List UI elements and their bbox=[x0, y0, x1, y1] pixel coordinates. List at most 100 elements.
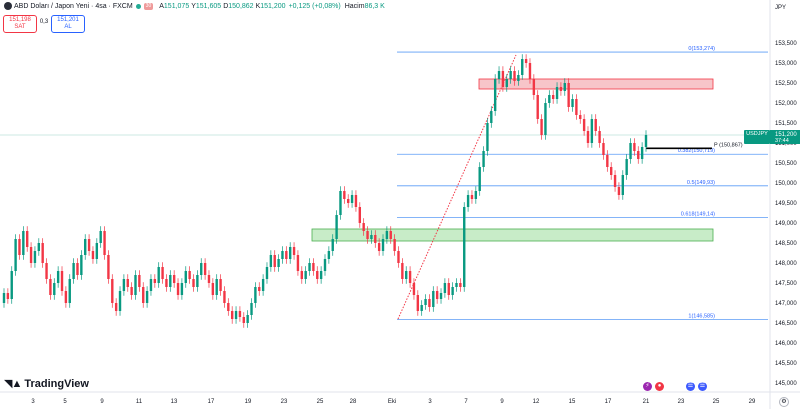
candle-body bbox=[505, 79, 508, 87]
x-tick-label: 21 bbox=[643, 399, 650, 405]
candle-body bbox=[486, 123, 489, 151]
y-tick-label: 147,000 bbox=[775, 301, 797, 307]
buy-label: AL bbox=[64, 24, 72, 30]
buy-button[interactable]: 151,201 AL bbox=[51, 15, 85, 33]
candle-body bbox=[254, 287, 257, 303]
candle-body bbox=[6, 293, 10, 299]
candle-body bbox=[594, 119, 597, 131]
candle-body bbox=[53, 283, 56, 295]
candle-body bbox=[246, 315, 249, 323]
candle-body bbox=[45, 263, 48, 279]
candle-body bbox=[265, 267, 269, 279]
candle-body bbox=[165, 279, 168, 287]
x-tick-label: 17 bbox=[605, 399, 612, 405]
y-tick-label: 153,000 bbox=[775, 61, 797, 67]
candle-body bbox=[459, 283, 462, 287]
candle-body bbox=[161, 267, 164, 279]
candle-body bbox=[582, 119, 586, 131]
candle-body bbox=[432, 291, 435, 307]
candle-body bbox=[405, 271, 408, 279]
us-flag-icon[interactable]: ☰ bbox=[698, 382, 707, 391]
candle-body bbox=[609, 167, 613, 175]
candle-body bbox=[288, 247, 292, 259]
candle-body bbox=[401, 263, 404, 279]
candle-body bbox=[192, 279, 195, 287]
y-tick-label: 150,500 bbox=[775, 161, 797, 167]
gear-icon[interactable]: ⚙ bbox=[779, 397, 789, 407]
candle-body bbox=[397, 251, 400, 263]
lightning-icon[interactable]: ⚡ bbox=[643, 382, 652, 391]
x-tick-label: 25 bbox=[317, 399, 324, 405]
candle-body bbox=[513, 71, 516, 81]
sell-label: SAT bbox=[14, 24, 26, 30]
candle-body bbox=[281, 251, 284, 259]
candle-body bbox=[637, 151, 640, 159]
symbol-title[interactable]: ABD Doları / Japon Yeni · 4sa · FXCM bbox=[14, 3, 133, 10]
support-zone bbox=[311, 228, 714, 242]
candle-body bbox=[153, 279, 157, 283]
candle-body bbox=[528, 63, 532, 79]
candle-body bbox=[385, 231, 389, 239]
candle-body bbox=[22, 231, 25, 255]
candle-body bbox=[354, 195, 358, 207]
candle-body bbox=[374, 235, 377, 243]
candle-body bbox=[138, 275, 141, 287]
candle-body bbox=[188, 271, 191, 279]
candle-body bbox=[227, 303, 230, 311]
candle-body bbox=[49, 279, 52, 295]
candle-body bbox=[316, 271, 319, 279]
candle-body bbox=[370, 235, 373, 239]
candle-body bbox=[14, 239, 17, 271]
trend-line bbox=[397, 54, 517, 320]
candle-body bbox=[292, 247, 296, 255]
earnings-icon[interactable]: ● bbox=[655, 382, 664, 391]
candle-body bbox=[606, 155, 609, 167]
candle-body bbox=[250, 303, 253, 315]
y-tick-label: 148,500 bbox=[775, 241, 797, 247]
x-tick-label: 19 bbox=[245, 399, 252, 405]
candle-body bbox=[470, 195, 474, 199]
candle-body bbox=[111, 279, 114, 303]
x-tick-label: 9 bbox=[100, 399, 104, 405]
candle-body bbox=[223, 291, 226, 303]
candle-body bbox=[416, 295, 420, 311]
candle-body bbox=[640, 147, 644, 159]
candle-body bbox=[261, 279, 265, 291]
candle-body bbox=[308, 263, 311, 271]
candle-body bbox=[466, 195, 470, 207]
candle-body bbox=[408, 271, 412, 283]
candle-body bbox=[544, 103, 547, 135]
candle-body bbox=[350, 195, 354, 203]
candle-body bbox=[80, 255, 83, 275]
us-flag-icon[interactable]: ☰ bbox=[686, 382, 695, 391]
candle-body bbox=[10, 271, 13, 299]
x-tick-label: 7 bbox=[464, 399, 468, 405]
x-tick-label: 12 bbox=[533, 399, 540, 405]
candle-body bbox=[633, 143, 636, 151]
x-tick-label: 11 bbox=[136, 399, 143, 405]
x-tick-label: 13 bbox=[171, 399, 178, 405]
candle-body bbox=[200, 263, 203, 275]
candle-body bbox=[68, 279, 71, 303]
candle-body bbox=[482, 151, 485, 167]
candle-body bbox=[509, 71, 512, 79]
candle-body bbox=[586, 131, 590, 143]
buy-price: 151,201 bbox=[57, 17, 79, 23]
candle-body bbox=[381, 239, 385, 251]
candle-body bbox=[157, 267, 160, 283]
candle-body bbox=[273, 255, 276, 267]
candle-body bbox=[29, 247, 33, 263]
tradingview-logo[interactable]: ◥▲ TradingView bbox=[4, 377, 89, 390]
y-tick-label: 147,500 bbox=[775, 281, 797, 287]
sell-price: 151,198 bbox=[9, 17, 31, 23]
candle-body bbox=[60, 271, 64, 291]
candle-body bbox=[285, 251, 288, 259]
candle-body bbox=[524, 59, 528, 63]
fib-level-label: 0.382(150,719) bbox=[678, 148, 715, 154]
candle-body bbox=[617, 187, 621, 195]
candle-body bbox=[590, 119, 594, 143]
x-tick-label: 23 bbox=[678, 399, 685, 405]
sell-button[interactable]: 151,198 SAT bbox=[3, 15, 37, 33]
market-open-icon bbox=[135, 3, 141, 9]
